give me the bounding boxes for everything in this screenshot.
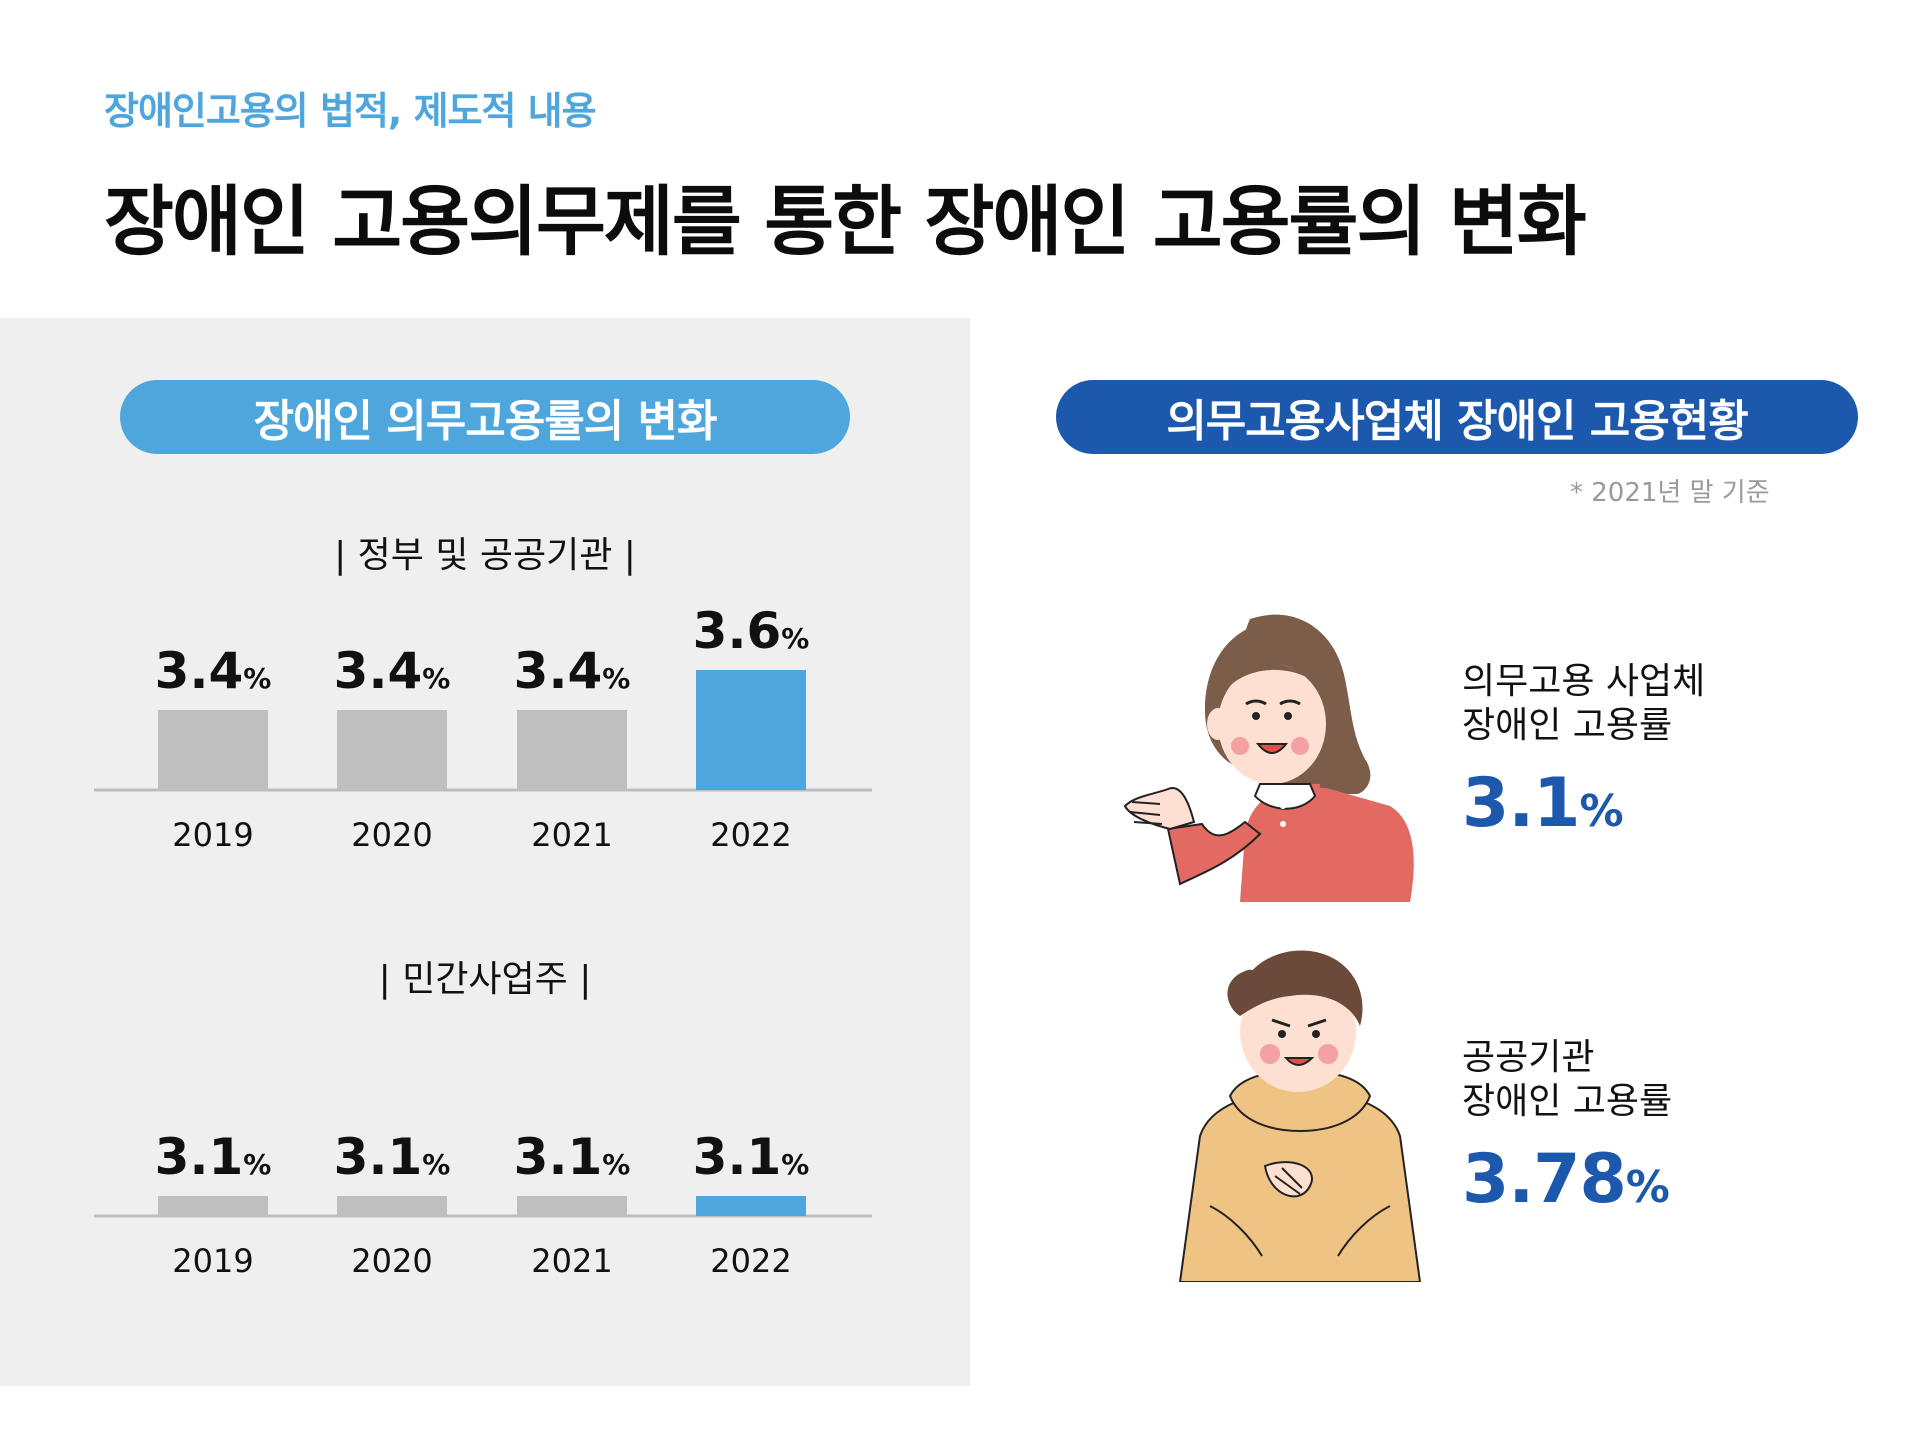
card2-value: 3.78% [1462,1140,1670,1219]
x-tick-label-2019: 2019 [172,1242,253,1280]
x-tick-label-2020: 2020 [351,816,432,854]
chart-title-private: | 민간사업주 | [378,959,592,1000]
data-label-2022: 3.6% [693,602,810,660]
card1-label-line2: 장애인 고용률 [1462,705,1673,746]
data-label-2021: 3.1% [514,1128,631,1186]
x-tick-label-2021: 2021 [531,1242,612,1280]
reference-date-note: * 2021년 말 기준 [1570,478,1770,508]
card2-value-unit: % [1625,1162,1670,1213]
section-subtitle: 장애인고용의 법적, 제도적 내용 [104,89,597,133]
bar-2021 [517,1196,627,1216]
page-title: 장애인 고용의무제를 통한 장애인 고용률의 변화 [104,177,1587,266]
card2-value-number: 3.78 [1462,1140,1627,1219]
employment-status-heading: 의무고용사업체 장애인 고용현황 [1056,380,1858,454]
x-tick-label-2021: 2021 [531,816,612,854]
x-tick-label-2020: 2020 [351,1242,432,1280]
mandatory-rate-heading: 장애인 의무고용률의 변화 [120,380,850,454]
bar-2020 [337,710,447,790]
data-label-2019: 3.1% [155,1128,272,1186]
bar-2022 [696,1196,806,1216]
bar-2019 [158,1196,268,1216]
x-tick-label-2022: 2022 [710,816,791,854]
data-label-2021: 3.4% [514,642,631,700]
card1-value-number: 3.1 [1462,764,1580,843]
bar-2022 [696,670,806,790]
card1-value: 3.1% [1462,764,1624,843]
card1-value-unit: % [1579,786,1623,837]
bar-2021 [517,710,627,790]
data-label-2019: 3.4% [155,642,272,700]
bar-chart-private: 3.1% 2019 3.1% 2020 3.1% 2021 3.1% 2022 [94,1128,872,1280]
bar-2019 [158,710,268,790]
chart-title-public: | 정부 및 공공기관 | [334,535,636,576]
woman-presenting-illustration [1123,614,1414,902]
bar-2020 [337,1196,447,1216]
x-tick-label-2022: 2022 [710,1242,791,1280]
card1-label-line1: 의무고용 사업체 [1462,661,1706,702]
bar-chart-public: 3.4% 2019 3.4% 2020 3.4% 2021 3.6% 2022 [94,602,872,854]
data-label-2020: 3.1% [334,1128,451,1186]
card2-label-line1: 공공기관 [1462,1037,1595,1078]
data-label-2020: 3.4% [334,642,451,700]
data-label-2022: 3.1% [693,1128,810,1186]
man-hoodie-illustration [1178,950,1422,1282]
card2-label-line2: 장애인 고용률 [1462,1081,1673,1122]
x-tick-label-2019: 2019 [172,816,253,854]
